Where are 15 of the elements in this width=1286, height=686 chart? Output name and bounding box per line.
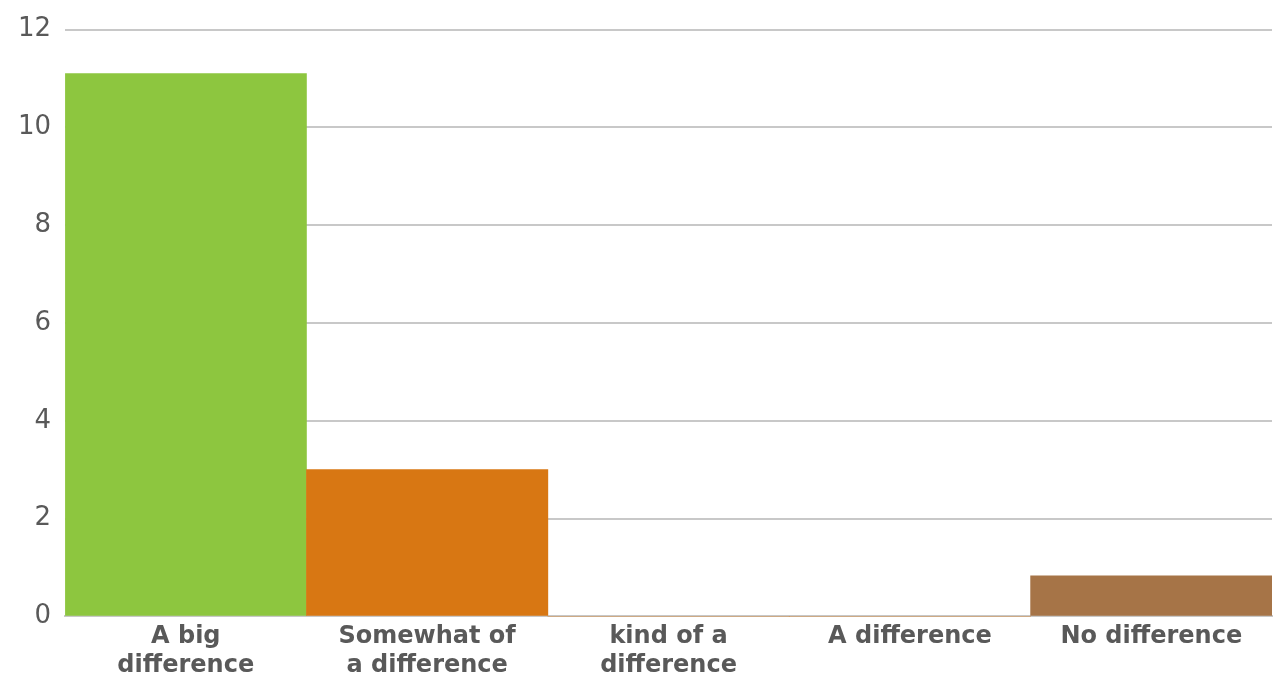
y-tick-label: 12 — [17, 12, 52, 43]
bar — [306, 469, 549, 616]
y-tick-label: 10 — [17, 110, 52, 141]
x-tick-label: Somewhat of a difference — [338, 621, 517, 678]
y-tick-label: 6 — [34, 305, 52, 336]
bar — [1030, 575, 1272, 616]
x-tick-label: kind of a difference — [600, 621, 737, 678]
y-tick-label: 2 — [34, 501, 52, 532]
x-tick-label: No difference — [1060, 621, 1243, 650]
y-tick-label: 0 — [34, 599, 52, 630]
x-tick-label: A big difference — [117, 621, 255, 678]
x-tick-label: A difference — [828, 621, 992, 650]
y-tick-label: 8 — [34, 207, 52, 238]
y-tick-label: 4 — [34, 403, 52, 434]
bar — [65, 73, 307, 616]
